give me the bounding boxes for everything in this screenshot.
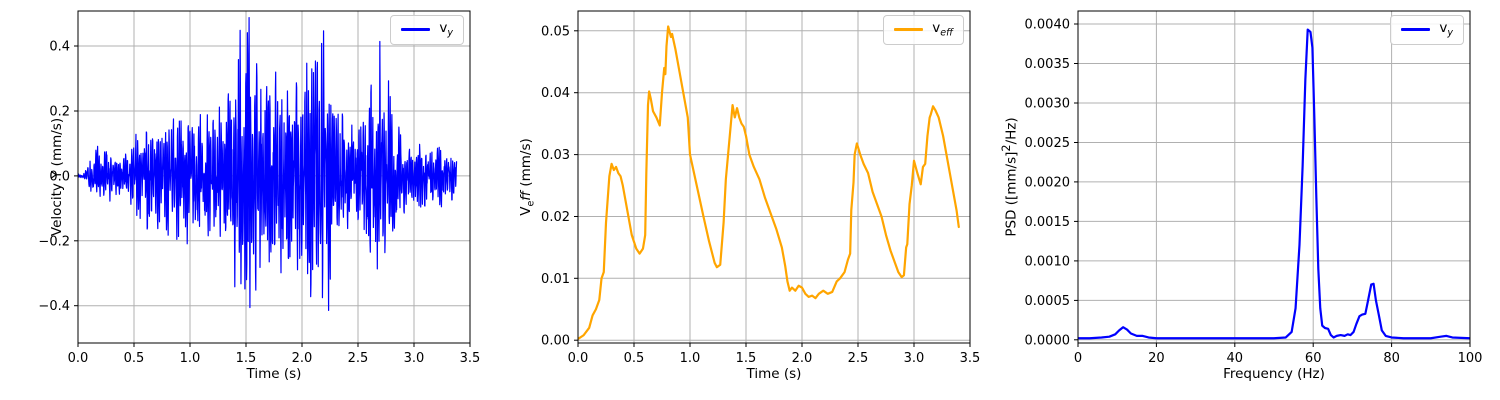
legend-label: veff [932,20,953,39]
velocity-x-axis-label: Time (s) [246,366,302,382]
y-tick-label: 0.00 [541,334,570,349]
y-tick-label: 0.0 [49,169,70,184]
psd-x-axis-label: Frequency (Hz) [1223,366,1325,382]
legend-line-swatch [894,28,924,31]
vy-line [78,17,458,311]
y-tick-label: 0.04 [541,86,570,101]
x-tick-label: 0.0 [568,351,589,366]
x-tick-label: 1.0 [180,351,201,366]
axes-frame [577,10,971,344]
psd-frequency-panel: 0 20 40 60 80 100 0.0000 0.0005 0.0010 0.0015 0.00… [1000,0,1500,400]
x-tick-label: 0.0 [68,351,89,366]
y-tick-label: 0.02 [541,210,570,225]
x-tick-label: 3.0 [904,351,925,366]
x-tick-label: 0 [1074,351,1082,366]
y-tick-label: 0.0000 [1025,333,1071,348]
veff-y-axis-label: Veff (mm/s) [518,138,537,216]
x-tick-label: 2.5 [348,351,369,366]
legend-line-swatch [401,28,431,31]
legend-line-swatch [1401,28,1431,31]
axes-frame [77,10,471,344]
psd-y-axis-label: PSD ([mm/s]2/Hz) [1000,117,1020,237]
x-tick-label: 1.5 [736,351,757,366]
veff-legend: veff [883,15,964,45]
y-tick-label: 0.0005 [1025,294,1071,309]
legend-label: vy [1439,20,1453,39]
y-tick-label: −0.4 [38,299,70,314]
velocity-time-panel: 0.0 0.5 1.0 1.5 2.0 2.5 3.0 3.5 −0.4 −0.2 0.0 0.2 0.… [0,0,500,400]
vy-psd-line [1078,28,1470,340]
x-tick-label: 3.5 [460,351,481,366]
y-tick-label: 0.05 [541,24,570,39]
y-tick-label: −0.2 [38,234,70,249]
velocity-time-chart: 0.0 0.5 1.0 1.5 2.0 2.5 3.0 3.5 −0.4 −0.2 0.0 0.2 0.… [38,10,481,366]
x-tick-label: 2.0 [792,351,813,366]
x-tick-label: 2.0 [292,351,313,366]
x-tick-label: 3.5 [960,351,981,366]
psd-legend: vy [1390,15,1464,45]
x-tick-label: 1.5 [236,351,257,366]
x-tick-label: 80 [1383,351,1400,366]
y-tick-label: 0.0010 [1025,254,1071,269]
y-tick-label: 0.0030 [1025,97,1071,112]
y-tick-label: 0.03 [541,148,570,163]
x-tick-label: 100 [1458,351,1483,366]
y-tick-label: 0.0020 [1025,175,1071,190]
veff-time-chart: 0.0 0.5 1.0 1.5 2.0 2.5 3.0 3.5 0.00 0.01 0.02 0.03… [541,10,981,366]
x-tick-label: 2.5 [848,351,869,366]
veff-line [578,25,960,341]
x-tick-label: 20 [1148,351,1165,366]
veff-x-axis-label: Time (s) [746,366,802,382]
y-tick-label: 0.0040 [1025,18,1071,33]
psd-frequency-chart: 0 20 40 60 80 100 0.0000 0.0005 0.0010 0.0015 0.00… [1025,10,1483,366]
x-tick-label: 60 [1305,351,1322,366]
x-tick-label: 40 [1227,351,1244,366]
x-tick-label: 0.5 [124,351,145,366]
y-tick-label: 0.0015 [1025,215,1071,230]
y-tick-label: 0.4 [49,40,70,55]
legend-label: vy [439,20,453,39]
y-tick-label: 0.0025 [1025,136,1071,151]
y-tick-label: 0.01 [541,272,570,287]
y-tick-label: 0.2 [49,105,70,120]
x-tick-label: 0.5 [624,351,645,366]
y-tick-label: 0.0035 [1025,57,1071,72]
x-tick-label: 1.0 [680,351,701,366]
x-tick-label: 3.0 [404,351,425,366]
velocity-y-axis-label: Velocity Y (mm/s) [49,117,65,237]
velocity-legend: vy [390,15,464,45]
axes-frame [1077,10,1471,344]
veff-time-panel: 0.0 0.5 1.0 1.5 2.0 2.5 3.0 3.5 0.00 0.01 0.02 0.03… [500,0,1000,400]
